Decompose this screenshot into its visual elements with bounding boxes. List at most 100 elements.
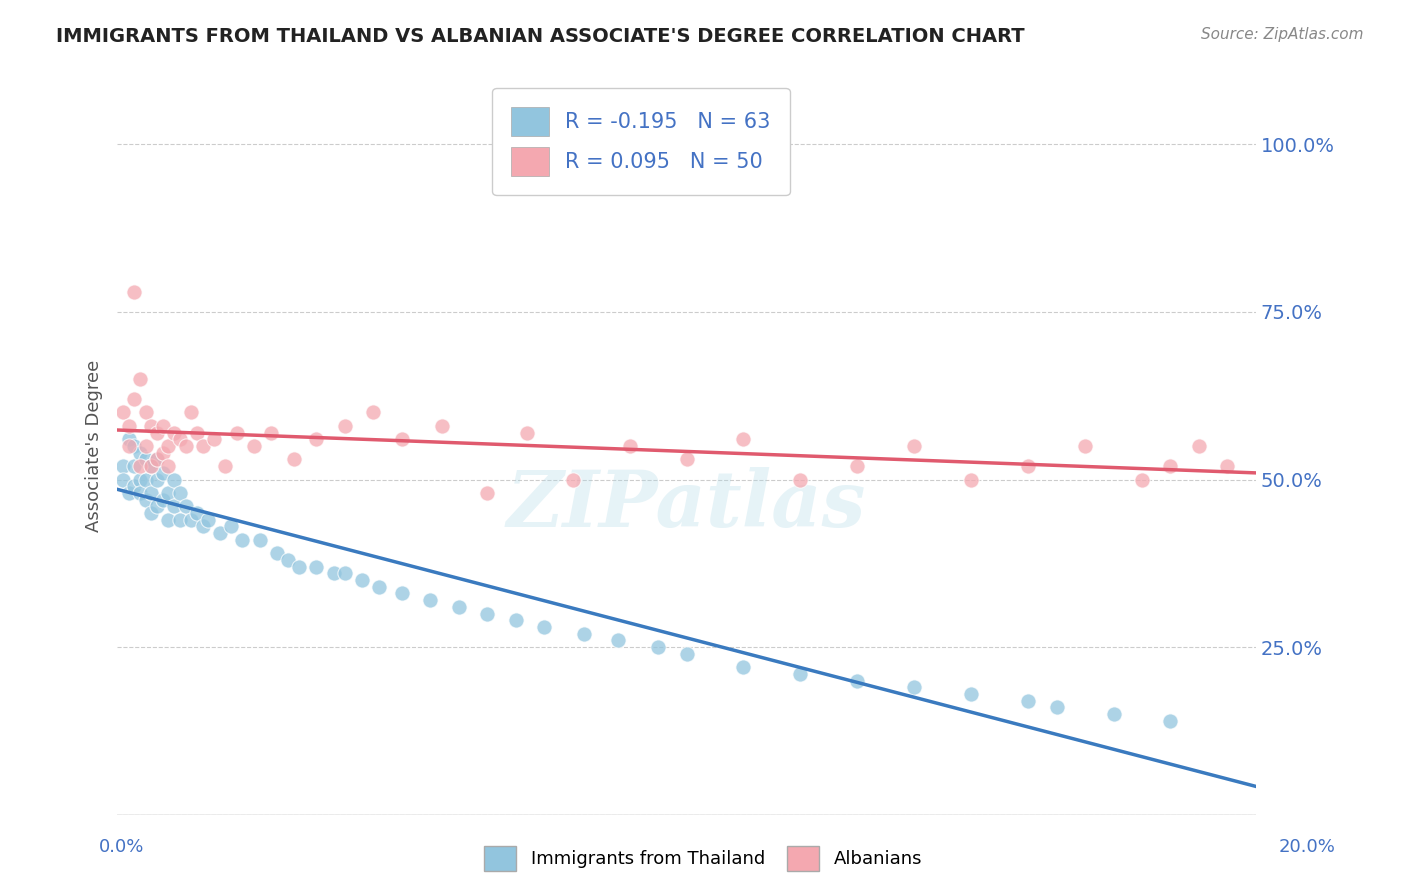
- Point: [111, 473, 134, 487]
- Point: [1017, 459, 1039, 474]
- Point: [1216, 459, 1239, 474]
- Point: [333, 418, 356, 433]
- Point: [135, 492, 157, 507]
- Point: [231, 533, 253, 547]
- Point: [169, 513, 191, 527]
- Point: [122, 479, 145, 493]
- Point: [846, 459, 869, 474]
- Point: [430, 418, 453, 433]
- Point: [174, 500, 197, 514]
- Point: [516, 425, 538, 440]
- Point: [1074, 439, 1097, 453]
- Point: [129, 446, 152, 460]
- Point: [111, 459, 134, 474]
- Point: [141, 486, 163, 500]
- Point: [477, 607, 499, 621]
- Point: [135, 473, 157, 487]
- Point: [225, 425, 247, 440]
- Point: [391, 432, 413, 446]
- Point: [163, 473, 186, 487]
- Point: [180, 405, 202, 419]
- Point: [214, 459, 236, 474]
- Point: [505, 613, 527, 627]
- Point: [117, 486, 139, 500]
- Point: [157, 439, 180, 453]
- Point: [447, 599, 470, 614]
- Point: [186, 506, 208, 520]
- Point: [135, 439, 157, 453]
- Text: 0.0%: 0.0%: [98, 838, 143, 856]
- Point: [157, 459, 180, 474]
- Point: [163, 425, 186, 440]
- Point: [572, 626, 595, 640]
- Point: [141, 459, 163, 474]
- Point: [219, 519, 242, 533]
- Point: [561, 473, 583, 487]
- Point: [903, 680, 925, 694]
- Point: [607, 633, 630, 648]
- Point: [1160, 714, 1182, 728]
- Point: [191, 439, 214, 453]
- Point: [146, 473, 169, 487]
- Point: [391, 586, 413, 600]
- Point: [333, 566, 356, 581]
- Point: [305, 559, 328, 574]
- Point: [122, 459, 145, 474]
- Point: [533, 620, 555, 634]
- Point: [191, 519, 214, 533]
- Point: [675, 452, 697, 467]
- Point: [157, 486, 180, 500]
- Point: [266, 546, 288, 560]
- Point: [260, 425, 283, 440]
- Point: [122, 285, 145, 299]
- Text: IMMIGRANTS FROM THAILAND VS ALBANIAN ASSOCIATE'S DEGREE CORRELATION CHART: IMMIGRANTS FROM THAILAND VS ALBANIAN ASS…: [56, 27, 1025, 45]
- Point: [243, 439, 266, 453]
- Text: ZIPatlas: ZIPatlas: [506, 467, 866, 543]
- Point: [249, 533, 271, 547]
- Point: [350, 573, 373, 587]
- Point: [283, 452, 305, 467]
- Point: [1160, 459, 1182, 474]
- Point: [675, 647, 697, 661]
- Point: [146, 500, 169, 514]
- Point: [619, 439, 641, 453]
- Point: [117, 439, 139, 453]
- Point: [277, 553, 299, 567]
- Point: [129, 473, 152, 487]
- Point: [135, 452, 157, 467]
- Point: [141, 506, 163, 520]
- Point: [1188, 439, 1211, 453]
- Point: [960, 473, 983, 487]
- Point: [135, 405, 157, 419]
- Point: [169, 432, 191, 446]
- Point: [477, 486, 499, 500]
- Point: [647, 640, 669, 654]
- Point: [163, 500, 186, 514]
- Point: [960, 687, 983, 701]
- Point: [129, 372, 152, 386]
- Point: [169, 486, 191, 500]
- Point: [322, 566, 344, 581]
- Legend: Immigrants from Thailand, Albanians: Immigrants from Thailand, Albanians: [477, 838, 929, 879]
- Point: [129, 486, 152, 500]
- Point: [117, 418, 139, 433]
- Point: [846, 673, 869, 688]
- Y-axis label: Associate's Degree: Associate's Degree: [86, 359, 103, 533]
- Point: [288, 559, 311, 574]
- Legend: R = -0.195   N = 63, R = 0.095   N = 50: R = -0.195 N = 63, R = 0.095 N = 50: [492, 87, 790, 194]
- Point: [197, 513, 219, 527]
- Point: [122, 392, 145, 406]
- Point: [186, 425, 208, 440]
- Point: [789, 666, 811, 681]
- Point: [368, 580, 391, 594]
- Text: Source: ZipAtlas.com: Source: ZipAtlas.com: [1201, 27, 1364, 42]
- Point: [305, 432, 328, 446]
- Point: [733, 432, 755, 446]
- Point: [146, 452, 169, 467]
- Point: [1130, 473, 1153, 487]
- Point: [152, 446, 174, 460]
- Point: [146, 425, 169, 440]
- Point: [152, 492, 174, 507]
- Point: [117, 432, 139, 446]
- Point: [1102, 706, 1125, 721]
